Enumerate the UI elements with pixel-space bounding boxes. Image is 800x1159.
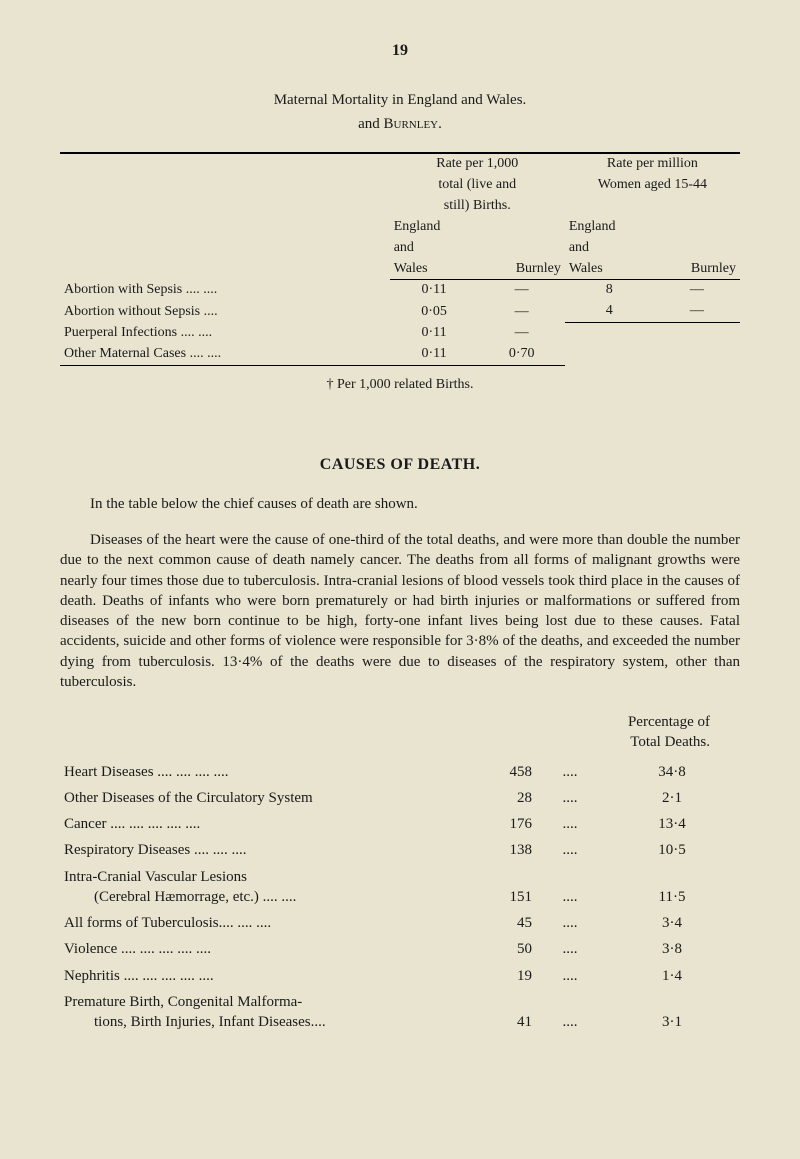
cause-label: Heart Diseases .... .... .... .... bbox=[60, 759, 454, 785]
subcol-ew-l3: Wales bbox=[390, 259, 479, 280]
colgroup-right-l1: Rate per million bbox=[565, 153, 740, 175]
cause-label: Respiratory Diseases .... .... .... bbox=[60, 837, 454, 863]
cause-pct: 1·4 bbox=[604, 963, 740, 989]
mortality-title: Maternal Mortality in England and Wales. bbox=[60, 90, 740, 110]
dots: .... bbox=[536, 864, 604, 911]
cause-label: Intra-Cranial Vascular Lesions (Cerebral… bbox=[60, 864, 454, 911]
cause-n: 41 bbox=[454, 989, 536, 1036]
mort-cell: 0·11 bbox=[390, 323, 479, 344]
cause-n: 151 bbox=[454, 864, 536, 911]
mort-cell: 0·70 bbox=[479, 344, 565, 365]
mort-cell: — bbox=[479, 280, 565, 301]
pct-header: Percentage of Total Deaths. bbox=[60, 712, 740, 753]
dots: .... bbox=[536, 837, 604, 863]
dots: .... bbox=[536, 785, 604, 811]
subcol-burnley-1: Burnley bbox=[479, 259, 565, 280]
cause-n: 50 bbox=[454, 936, 536, 962]
subtitle-prefix: and bbox=[358, 116, 383, 132]
subcol-ew2-l3: Wales bbox=[565, 259, 654, 280]
mort-row-label: Abortion with Sepsis .... .... bbox=[60, 280, 390, 301]
colgroup-left-l3: still) Births. bbox=[390, 196, 565, 217]
mort-cell: 4 bbox=[565, 301, 654, 322]
cause-pct: 3·8 bbox=[604, 936, 740, 962]
subcol-ew2-l1: England bbox=[565, 217, 654, 238]
cause-label: Nephritis .... .... .... .... .... bbox=[60, 963, 454, 989]
cause-pct: 34·8 bbox=[604, 759, 740, 785]
pct-header-l2: Total Deaths. bbox=[630, 734, 710, 750]
causes-intro: In the table below the chief causes of d… bbox=[60, 494, 740, 514]
dots: .... bbox=[536, 936, 604, 962]
mort-row-label: Other Maternal Cases .... .... bbox=[60, 344, 390, 365]
pct-header-l1: Percentage of bbox=[628, 714, 710, 730]
cause-pct: 13·4 bbox=[604, 811, 740, 837]
dots: .... bbox=[536, 811, 604, 837]
cause-n: 138 bbox=[454, 837, 536, 863]
cause-label: Violence .... .... .... .... .... bbox=[60, 936, 454, 962]
cause-pct: 3·1 bbox=[604, 989, 740, 1036]
cause-label-l1: Premature Birth, Congenital Malforma- bbox=[64, 994, 302, 1010]
colgroup-right-l2: Women aged 15-44 bbox=[565, 175, 740, 196]
cause-n: 458 bbox=[454, 759, 536, 785]
cause-pct: 2·1 bbox=[604, 785, 740, 811]
mort-row-label: Abortion without Sepsis .... bbox=[60, 301, 390, 322]
dots: .... bbox=[536, 989, 604, 1036]
cause-label-l2: tions, Birth Injuries, Infant Diseases..… bbox=[64, 1012, 450, 1032]
mort-cell: 8 bbox=[565, 280, 654, 301]
cause-label: Cancer .... .... .... .... .... bbox=[60, 811, 454, 837]
dots: .... bbox=[536, 910, 604, 936]
mort-cell: 0·11 bbox=[390, 280, 479, 301]
cause-label: Premature Birth, Congenital Malforma- ti… bbox=[60, 989, 454, 1036]
mort-cell: 0·11 bbox=[390, 344, 479, 365]
subtitle-city: Burnley. bbox=[384, 116, 442, 132]
mort-cell: — bbox=[654, 301, 740, 322]
mort-cell: 0·05 bbox=[390, 301, 479, 322]
colgroup-left-l1: Rate per 1,000 bbox=[390, 153, 565, 175]
subcol-ew-l1: England bbox=[390, 217, 479, 238]
mort-row-label: Puerperal Infections .... .... bbox=[60, 323, 390, 344]
cause-pct: 11·5 bbox=[604, 864, 740, 911]
causes-table: Heart Diseases .... .... .... .... 458 .… bbox=[60, 759, 740, 1036]
causes-paragraph: Diseases of the heart were the cause of … bbox=[60, 530, 740, 692]
cause-n: 19 bbox=[454, 963, 536, 989]
cause-pct: 3·4 bbox=[604, 910, 740, 936]
dots: .... bbox=[536, 759, 604, 785]
mort-cell: — bbox=[479, 301, 565, 322]
causes-heading: CAUSES OF DEATH. bbox=[60, 454, 740, 476]
colgroup-left-l2: total (live and bbox=[390, 175, 565, 196]
cause-n: 176 bbox=[454, 811, 536, 837]
mortality-table: Rate per 1,000 Rate per million total (l… bbox=[60, 152, 740, 365]
cause-label-l1: Intra-Cranial Vascular Lesions bbox=[64, 869, 247, 885]
mortality-footnote: † Per 1,000 related Births. bbox=[60, 376, 740, 395]
cause-label: All forms of Tuberculosis.... .... .... bbox=[60, 910, 454, 936]
cause-label: Other Diseases of the Circulatory System bbox=[60, 785, 454, 811]
mortality-subtitle: and Burnley. bbox=[60, 114, 740, 134]
cause-label-l2: (Cerebral Hæmorrage, etc.) .... .... bbox=[64, 887, 450, 907]
cause-n: 45 bbox=[454, 910, 536, 936]
page-number: 19 bbox=[60, 40, 740, 62]
dots: .... bbox=[536, 963, 604, 989]
cause-pct: 10·5 bbox=[604, 837, 740, 863]
subcol-ew2-l2: and bbox=[565, 238, 654, 259]
cause-n: 28 bbox=[454, 785, 536, 811]
mort-cell: — bbox=[479, 323, 565, 344]
subcol-ew-l2: and bbox=[390, 238, 479, 259]
mort-cell: — bbox=[654, 280, 740, 301]
subcol-burnley-2: Burnley bbox=[654, 259, 740, 280]
